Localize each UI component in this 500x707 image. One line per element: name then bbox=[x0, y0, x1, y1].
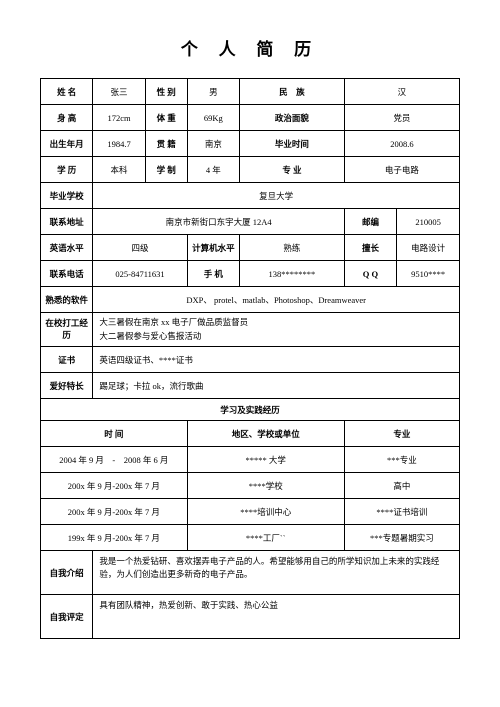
parttime-line1: 大三暑假在南京 xx 电子厂做品质监督员 bbox=[99, 316, 455, 330]
study-header: 学习及实践经历 bbox=[41, 399, 460, 421]
label-birth: 出生年月 bbox=[41, 131, 93, 157]
resume-table: 姓 名 张三 性 别 男 民 族 汉 身 高 172cm 体 重 69Kg 政治… bbox=[40, 78, 460, 639]
label-origin: 贯 籍 bbox=[145, 131, 187, 157]
value-skilled: 电路设计 bbox=[397, 235, 460, 261]
col-place: 地区、学校或单位 bbox=[187, 421, 344, 447]
history-place: ****培训中心 bbox=[187, 499, 344, 525]
value-english: 四级 bbox=[93, 235, 187, 261]
label-education: 学 历 bbox=[41, 157, 93, 183]
label-political: 政治面貌 bbox=[240, 105, 345, 131]
value-schoolsys: 4 年 bbox=[187, 157, 239, 183]
value-parttime: 大三暑假在南京 xx 电子厂做品质监督员 大二暑假参与爱心售报活动 bbox=[93, 313, 460, 347]
history-row: 200x 年 9 月-200x 年 7 月 ****学校 高中 bbox=[41, 473, 460, 499]
history-major: 高中 bbox=[344, 473, 459, 499]
label-mobile: 手 机 bbox=[187, 261, 239, 287]
history-major: ***专业 bbox=[344, 447, 459, 473]
value-height: 172cm bbox=[93, 105, 145, 131]
value-phone: 025-84711631 bbox=[93, 261, 187, 287]
history-place: ****学校 bbox=[187, 473, 344, 499]
history-time: 200x 年 9 月-200x 年 7 月 bbox=[41, 499, 188, 525]
value-name: 张三 bbox=[93, 79, 145, 105]
value-computer: 熟练 bbox=[240, 235, 345, 261]
value-gradschool: 复旦大学 bbox=[93, 183, 460, 209]
history-time: 200x 年 9 月-200x 年 7 月 bbox=[41, 473, 188, 499]
history-major: ****证书培训 bbox=[344, 499, 459, 525]
label-postcode: 邮编 bbox=[344, 209, 396, 235]
value-ethnicity: 汉 bbox=[344, 79, 459, 105]
value-mobile: 138******** bbox=[240, 261, 345, 287]
label-skilled: 擅长 bbox=[344, 235, 396, 261]
value-postcode: 210005 bbox=[397, 209, 460, 235]
value-major: 电子电路 bbox=[344, 157, 459, 183]
history-row: 2004 年 9 月 - 2008 年 6 月 ***** 大学 ***专业 bbox=[41, 447, 460, 473]
label-major: 专 业 bbox=[240, 157, 345, 183]
value-qq: 9510**** bbox=[397, 261, 460, 287]
label-weight: 体 重 bbox=[145, 105, 187, 131]
label-height: 身 高 bbox=[41, 105, 93, 131]
label-selfintro: 自我介绍 bbox=[41, 551, 93, 595]
label-cert: 证书 bbox=[41, 347, 93, 373]
value-political: 党员 bbox=[344, 105, 459, 131]
value-gender: 男 bbox=[187, 79, 239, 105]
parttime-line2: 大二暑假参与爱心售报活动 bbox=[99, 330, 455, 344]
label-computer: 计算机水平 bbox=[187, 235, 239, 261]
value-cert: 英语四级证书、****证书 bbox=[93, 347, 460, 373]
history-major: ***专题暑期实习 bbox=[344, 525, 459, 551]
label-name: 姓 名 bbox=[41, 79, 93, 105]
label-gender: 性 别 bbox=[145, 79, 187, 105]
label-selfeval: 自我评定 bbox=[41, 595, 93, 639]
value-gradtime: 2008.6 bbox=[344, 131, 459, 157]
page-title: 个 人 简 历 bbox=[40, 35, 460, 60]
value-selfeval: 具有团队精神，热爱创新、敢于实践、热心公益 bbox=[93, 595, 460, 639]
label-software: 熟悉的软件 bbox=[41, 287, 93, 313]
label-hobby: 爱好特长 bbox=[41, 373, 93, 399]
label-parttime: 在校打工经历 bbox=[41, 313, 93, 347]
history-time: 199x 年 9 月-200x 年 7 月 bbox=[41, 525, 188, 551]
label-gradschool: 毕业学校 bbox=[41, 183, 93, 209]
label-schoolsys: 学 制 bbox=[145, 157, 187, 183]
value-education: 本科 bbox=[93, 157, 145, 183]
history-time: 2004 年 9 月 - 2008 年 6 月 bbox=[41, 447, 188, 473]
value-origin: 南京 bbox=[187, 131, 239, 157]
col-major: 专业 bbox=[344, 421, 459, 447]
label-address: 联系地址 bbox=[41, 209, 93, 235]
col-time: 时 间 bbox=[41, 421, 188, 447]
label-ethnicity: 民 族 bbox=[240, 79, 345, 105]
label-gradtime: 毕业时间 bbox=[240, 131, 345, 157]
history-place: ****工厂`` bbox=[187, 525, 344, 551]
value-weight: 69Kg bbox=[187, 105, 239, 131]
value-hobby: 踢足球；卡拉 ok，流行歌曲 bbox=[93, 373, 460, 399]
value-software: DXP、 protel、matlab、Photoshop、Dreamweaver bbox=[93, 287, 460, 313]
label-phone: 联系电话 bbox=[41, 261, 93, 287]
history-row: 200x 年 9 月-200x 年 7 月 ****培训中心 ****证书培训 bbox=[41, 499, 460, 525]
history-place: ***** 大学 bbox=[187, 447, 344, 473]
label-qq: Q Q bbox=[344, 261, 396, 287]
value-birth: 1984.7 bbox=[93, 131, 145, 157]
value-selfintro: 我是一个热爱钻研、喜欢摆弄电子产品的人。希望能够用自己的所学知识加上未来的实践经… bbox=[93, 551, 460, 595]
history-row: 199x 年 9 月-200x 年 7 月 ****工厂`` ***专题暑期实习 bbox=[41, 525, 460, 551]
label-english: 英语水平 bbox=[41, 235, 93, 261]
value-address: 南京市新街口东宇大厦 12A4 bbox=[93, 209, 344, 235]
